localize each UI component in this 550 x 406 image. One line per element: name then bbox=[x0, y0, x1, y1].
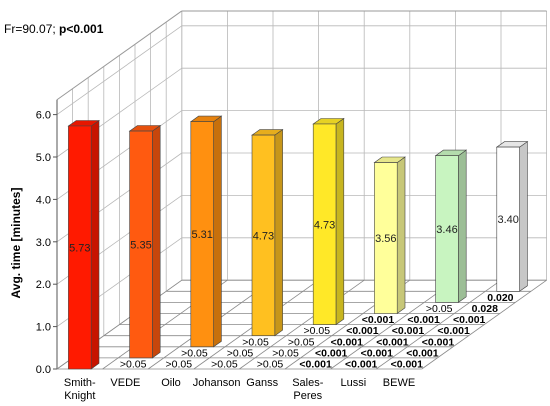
x-tick-label: Smith- bbox=[64, 377, 96, 389]
p-value-cell: <0.001 bbox=[315, 347, 348, 359]
bar-value-label: 5.35 bbox=[130, 239, 151, 251]
bar-side bbox=[335, 117, 345, 326]
p-value-cell: <0.001 bbox=[407, 314, 440, 326]
bar-front bbox=[374, 162, 398, 314]
p-value-cell: <0.001 bbox=[376, 336, 409, 348]
p-value-cell: >0.05 bbox=[120, 358, 147, 370]
bar-side bbox=[458, 149, 467, 303]
p-value-cell: <0.001 bbox=[453, 314, 486, 326]
bar-smith-knight: 5.73 bbox=[67, 119, 100, 370]
y-tick-label: 2.0 bbox=[36, 279, 51, 291]
p-value-cell: <0.001 bbox=[392, 325, 425, 337]
bar-oilo: 5.31 bbox=[189, 115, 223, 348]
bar-front bbox=[129, 130, 153, 359]
x-tick-label: VEDE bbox=[110, 377, 140, 389]
x-tick-label: Sales- bbox=[292, 377, 324, 389]
y-tick-label: 5.0 bbox=[36, 152, 51, 164]
y-tick-label: 4.0 bbox=[36, 194, 51, 206]
x-tick-label: Oilo bbox=[161, 377, 181, 389]
y-tick-label: 0.0 bbox=[36, 364, 51, 376]
bar-side bbox=[396, 156, 406, 315]
p-value-cell: <0.001 bbox=[437, 325, 470, 337]
y-axis-title: Avg. time [minutes] bbox=[9, 188, 23, 299]
bar-value-label: 3.40 bbox=[497, 214, 518, 226]
x-tick-label: BEWE bbox=[383, 377, 415, 389]
x-tick-label: Lussi bbox=[341, 377, 367, 389]
p-value-cell: <0.001 bbox=[331, 336, 364, 348]
bar-front bbox=[190, 121, 214, 348]
bar-vede: 5.35 bbox=[128, 124, 162, 359]
floor-col-7 bbox=[375, 279, 502, 370]
floor-col-6 bbox=[330, 279, 456, 370]
statistic-text: Fr=90.07; bbox=[4, 22, 60, 36]
p-value-cell: >0.05 bbox=[181, 347, 208, 359]
p-value-cell: 0.028 bbox=[472, 303, 498, 315]
bar-front bbox=[251, 134, 276, 337]
p-value-cell: >0.05 bbox=[257, 358, 284, 370]
p-value-cell: <0.001 bbox=[345, 358, 378, 370]
y-axis-label: Avg. time [minutes] bbox=[9, 188, 23, 299]
p-value-cell: <0.001 bbox=[362, 314, 395, 326]
p-value-cell: >0.05 bbox=[242, 336, 269, 348]
statistic-line: Fr=90.07; p<0.001 bbox=[4, 22, 103, 36]
significance-text: p<0.001 bbox=[59, 22, 104, 36]
bar-value-label: 3.56 bbox=[375, 233, 396, 245]
bar-front bbox=[68, 125, 92, 370]
p-value-cell: >0.05 bbox=[304, 325, 331, 337]
y-tick-label: 6.0 bbox=[36, 110, 51, 122]
p-value-matrix: >0.05 >0.05 >0.05 >0.05 <0.001 <0.001 <0.001>0… bbox=[120, 292, 514, 371]
p-value-cell: >0.05 bbox=[211, 358, 238, 370]
y-tick-label: 3.0 bbox=[36, 237, 51, 249]
p-value-cell: <0.001 bbox=[406, 347, 439, 359]
y-tick-label: 1.0 bbox=[36, 322, 51, 334]
bar-front bbox=[496, 146, 520, 292]
y-axis-ticks: 0.0 1.0 2.0 3.0 4.0 5.0 6.0 bbox=[36, 99, 58, 376]
p-value-cell: <0.001 bbox=[346, 325, 379, 337]
bar-value-label: 4.73 bbox=[314, 219, 335, 231]
x-tick-label: Ganss bbox=[246, 377, 278, 389]
bars: 3.40 3.46 3.56 4.73 4.73 5.31 5.35 5.73 bbox=[67, 115, 529, 370]
p-value-cell: <0.001 bbox=[391, 358, 424, 370]
bar-value-label: 5.73 bbox=[69, 243, 90, 255]
bar-side bbox=[152, 124, 161, 359]
p-value-cell: <0.001 bbox=[299, 358, 332, 370]
bar-side bbox=[519, 141, 528, 292]
bar-front bbox=[435, 155, 459, 303]
bar-sales-peres: 3.56 bbox=[373, 156, 406, 315]
bar-side bbox=[90, 119, 100, 370]
p-value-cell: >0.05 bbox=[166, 358, 193, 370]
wall-top-left bbox=[56, 10, 183, 101]
bar-value-label: 5.31 bbox=[191, 229, 212, 241]
p-value-cell: 0.020 bbox=[487, 292, 513, 304]
x-tick-label: Knight bbox=[64, 390, 95, 402]
x-tick-label: Johanson bbox=[193, 377, 241, 389]
x-tick-label: Peres bbox=[293, 390, 322, 402]
bar-front bbox=[312, 123, 337, 325]
p-value-cell: >0.05 bbox=[272, 347, 299, 359]
bar-ganss: 4.73 bbox=[312, 117, 345, 326]
bar-side bbox=[274, 129, 283, 337]
bar-value-label: 4.73 bbox=[253, 230, 274, 242]
bar-value-label: 3.46 bbox=[436, 224, 457, 236]
bar-johanson: 4.73 bbox=[251, 129, 284, 337]
bar-lussi: 3.46 bbox=[434, 149, 468, 303]
floor-col-8 bbox=[421, 279, 547, 370]
bar-bewe: 3.40 bbox=[495, 141, 529, 292]
p-value-cell: >0.05 bbox=[227, 347, 254, 359]
x-axis-labels: Smith-Knight VEDE Oilo Johanson Ganss Sales-P… bbox=[64, 377, 415, 402]
bar-side bbox=[213, 115, 222, 348]
p-value-cell: >0.05 bbox=[426, 303, 453, 315]
p-value-cell: <0.001 bbox=[422, 336, 455, 348]
p-value-cell: <0.001 bbox=[361, 347, 394, 359]
p-value-cell: >0.05 bbox=[288, 336, 315, 348]
